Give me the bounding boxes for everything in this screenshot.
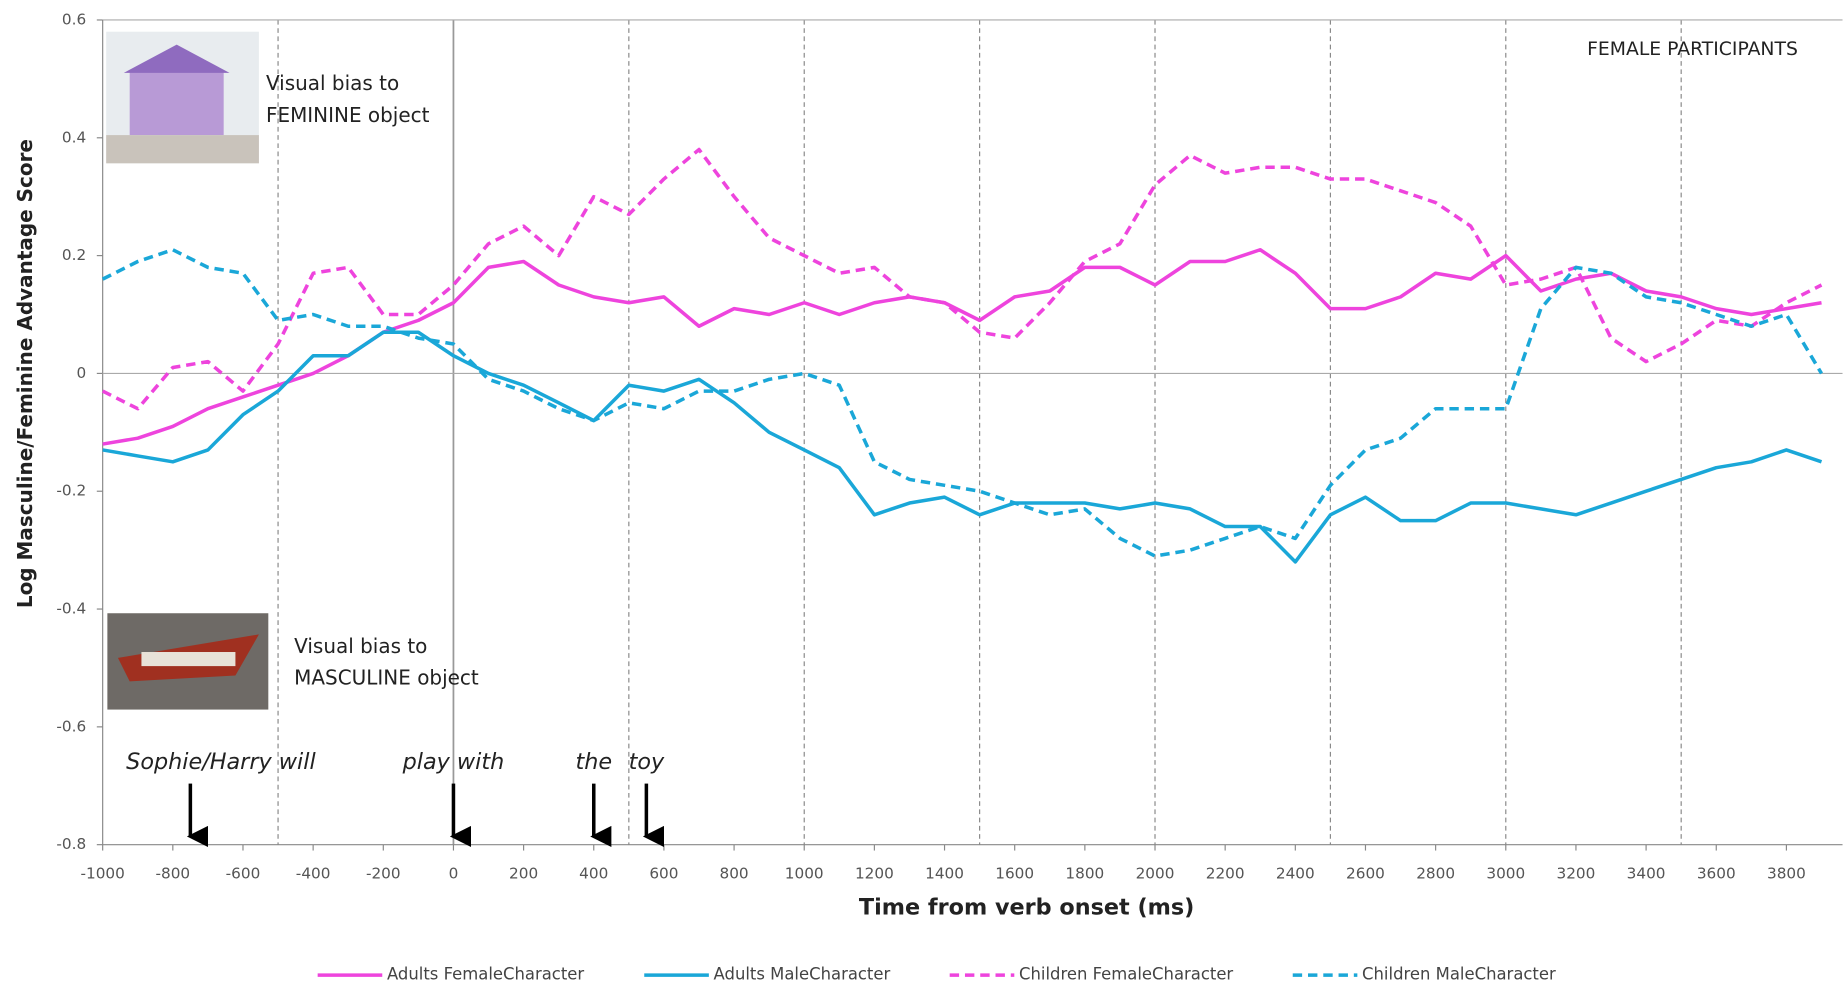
series-line	[102, 330, 1823, 564]
y-tick-label: 0.2	[62, 246, 86, 264]
x-tick-label: 800	[720, 865, 749, 883]
y-axis-title: Log Masculine/Feminine Advantage Score	[13, 139, 37, 608]
y-tick-label: -0.2	[56, 482, 86, 500]
x-tick-label: 400	[579, 865, 608, 883]
x-tick-label: 2600	[1346, 865, 1385, 883]
x-tick-label: 3800	[1767, 865, 1806, 883]
y-tick-label: 0.4	[62, 128, 86, 146]
x-tick-label: -1000	[80, 865, 124, 883]
y-tick-label: -0.8	[56, 835, 86, 853]
x-tick-label: -800	[155, 865, 190, 883]
x-tick-label: 600	[649, 865, 678, 883]
x-tick-label: 3200	[1557, 865, 1596, 883]
annotation: Visual bias to	[266, 71, 399, 95]
x-tick-label: 3600	[1697, 865, 1736, 883]
word-cue: Sophie/Harry will	[126, 749, 316, 775]
x-tick-label: 0	[449, 865, 459, 883]
masculine-image	[107, 613, 269, 710]
x-tick-label: 2200	[1206, 865, 1245, 883]
legend-label: Children FemaleCharacter	[1019, 965, 1233, 984]
y-tick-label: 0	[77, 364, 87, 382]
x-tick-label: -600	[226, 865, 261, 883]
y-tick-label: 0.6	[62, 10, 86, 28]
x-tick-label: 2000	[1136, 865, 1175, 883]
x-tick-label: 3400	[1627, 865, 1666, 883]
x-tick-label: 200	[509, 865, 538, 883]
x-tick-label: 3000	[1486, 865, 1525, 883]
x-tick-label: 1200	[855, 865, 894, 883]
legend-label: Adults FemaleCharacter	[387, 965, 584, 984]
word-cue: the	[575, 749, 612, 775]
word-cue: play with	[402, 749, 505, 775]
legend-label: Adults MaleCharacter	[714, 965, 891, 984]
y-tick-label: -0.6	[56, 717, 86, 735]
y-tick-label: -0.4	[56, 600, 86, 618]
x-tick-label: 1600	[995, 865, 1034, 883]
annotation: FEMININE object	[266, 103, 430, 127]
word-cue: toy	[629, 749, 665, 775]
series-line	[101, 147, 1823, 411]
legend-label: Children MaleCharacter	[1362, 965, 1556, 984]
annotation: MASCULINE object	[294, 666, 479, 690]
x-tick-label: 2800	[1416, 865, 1455, 883]
series-line	[101, 247, 1824, 558]
x-tick-label: 1000	[785, 865, 824, 883]
x-tick-label: 1800	[1065, 865, 1104, 883]
x-tick-label: 2400	[1276, 865, 1315, 883]
x-tick-label: -200	[366, 865, 401, 883]
annotation: Visual bias to	[294, 634, 427, 658]
series-line	[102, 247, 1822, 446]
chart-title: FEMALE PARTICIPANTS	[1587, 39, 1798, 60]
x-tick-label: -400	[296, 865, 331, 883]
feminine-image	[106, 31, 259, 164]
x-tick-label: 1400	[925, 865, 964, 883]
x-axis-title: Time from verb onset (ms)	[859, 895, 1194, 921]
